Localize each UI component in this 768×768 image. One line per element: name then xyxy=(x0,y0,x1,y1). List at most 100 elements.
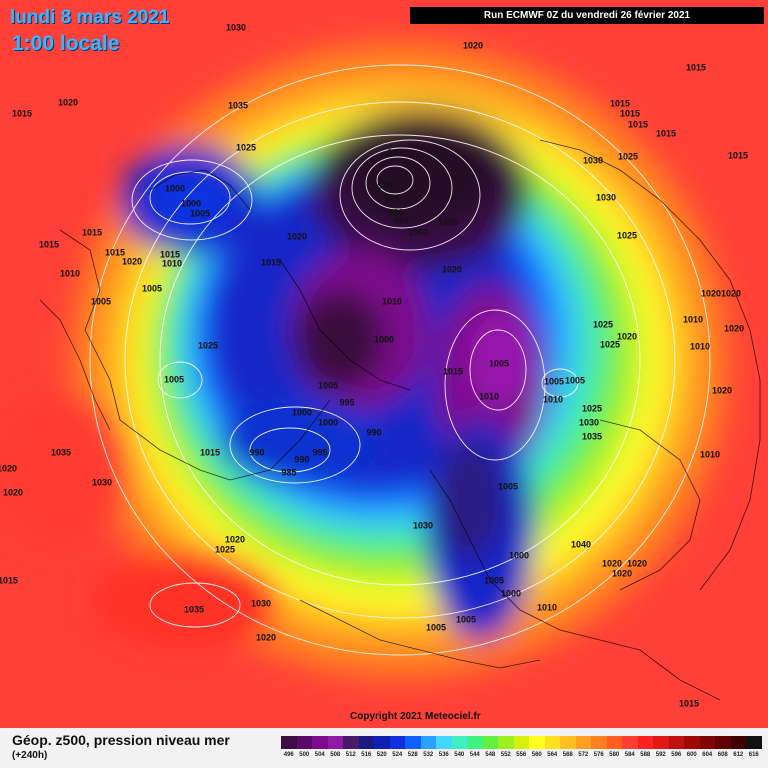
isobar-label: 1030 xyxy=(582,155,604,166)
legend-tick: 496 xyxy=(283,752,294,758)
legend-swatch xyxy=(591,736,607,749)
legend-swatch xyxy=(622,736,638,749)
isobar-label: 1020 xyxy=(462,40,484,51)
isobar-label: 1005 xyxy=(90,296,112,307)
isobar-label: 970 xyxy=(377,180,393,191)
isobar-label: 995 xyxy=(312,447,328,458)
legend-tick: 564 xyxy=(547,752,558,758)
isobar-label: 1025 xyxy=(617,151,639,162)
legend-swatch xyxy=(405,736,421,749)
legend-swatch xyxy=(296,736,312,749)
isobar-label: 1010 xyxy=(699,449,721,460)
isobar-label: 985 xyxy=(281,467,297,478)
legend-tick: 512 xyxy=(345,752,356,758)
isobar-label: 1005 xyxy=(141,283,163,294)
isobar-label: 1000 xyxy=(164,183,186,194)
isobar-label: 1025 xyxy=(197,340,219,351)
isobar-label: 1025 xyxy=(592,319,614,330)
isobar-label: 1015 xyxy=(609,98,631,109)
isobar-label: 990 xyxy=(388,207,404,218)
local-time: 1:00 locale xyxy=(12,32,120,55)
legend-tick: 548 xyxy=(485,752,496,758)
isobar-label: 1020 xyxy=(255,632,277,643)
isobar-label: 1000 xyxy=(291,407,313,418)
isobar-label: 1005 xyxy=(455,614,477,625)
legend-swatch xyxy=(358,736,374,749)
legend-tick: 532 xyxy=(423,752,434,758)
isobar-label: 1005 xyxy=(543,376,565,387)
isobar-label: 1015 xyxy=(655,128,677,139)
legend-tick: 568 xyxy=(562,752,573,758)
isobar-label: 1010 xyxy=(59,268,81,279)
isobar-label: 1015 xyxy=(199,447,221,458)
isobar-label: 1030 xyxy=(91,477,113,488)
isobar-label: 1000 xyxy=(317,417,339,428)
legend-tick: 612 xyxy=(733,752,744,758)
isobar-label: 1015 xyxy=(104,247,126,258)
legend-swatch xyxy=(467,736,483,749)
isobar-label: 1015 xyxy=(619,108,641,119)
legend-tick: 552 xyxy=(500,752,511,758)
isobar-label: 1005 xyxy=(437,217,459,228)
legend-swatch xyxy=(482,736,498,749)
legend-tick: 540 xyxy=(454,752,465,758)
isobar-label: 1030 xyxy=(412,520,434,531)
legend-swatch xyxy=(606,736,622,749)
legend-swatch xyxy=(312,736,328,749)
legend-tick: 556 xyxy=(516,752,527,758)
isobar-label: 1040 xyxy=(570,539,592,550)
copyright: Copyright 2021 Meteociel.fr xyxy=(350,711,481,722)
legend-tick: 580 xyxy=(609,752,620,758)
isobar-label: 1020 xyxy=(441,264,463,275)
legend-swatch xyxy=(436,736,452,749)
isobar-label: 1025 xyxy=(235,142,257,153)
weather-map xyxy=(0,0,768,728)
legend-swatch xyxy=(327,736,343,749)
isobar-label: 1015 xyxy=(727,150,749,161)
isobar-label: 1015 xyxy=(81,227,103,238)
isobar-label: 1000 xyxy=(407,227,429,238)
legend-swatch xyxy=(560,736,576,749)
legend-tick: 524 xyxy=(392,752,403,758)
legend-tick: 508 xyxy=(330,752,341,758)
legend-tick: 504 xyxy=(314,752,325,758)
legend-swatch xyxy=(668,736,684,749)
legend-swatch xyxy=(451,736,467,749)
legend-swatch xyxy=(715,736,731,749)
isobar-label: 1020 xyxy=(224,534,246,545)
legend-swatch xyxy=(281,736,297,749)
isobar-label: 1020 xyxy=(720,288,742,299)
legend-tick: 604 xyxy=(702,752,713,758)
isobar-label: 1020 xyxy=(611,568,633,579)
isobar-label: 1010 xyxy=(478,391,500,402)
isobar-label: 1000 xyxy=(180,198,202,209)
isobar-label: 1025 xyxy=(616,230,638,241)
isobar-label: 1015 xyxy=(0,575,19,586)
isobar-label: 1005 xyxy=(425,622,447,633)
legend-tick: 596 xyxy=(671,752,682,758)
legend-swatch xyxy=(498,736,514,749)
isobar-label: 1030 xyxy=(225,22,247,33)
legend-swatch xyxy=(529,736,545,749)
legend-tick: 500 xyxy=(299,752,310,758)
isobar-label: 1015 xyxy=(260,257,282,268)
isobar-label: 1010 xyxy=(682,314,704,325)
legend-swatch xyxy=(730,736,746,749)
isobar-label: 1010 xyxy=(542,394,564,405)
legend-swatch xyxy=(653,736,669,749)
legend-tick: 576 xyxy=(593,752,604,758)
isobar-label: 1005 xyxy=(317,380,339,391)
isobar-label: 1020 xyxy=(723,323,745,334)
legend-swatch xyxy=(699,736,715,749)
isobar-label: 1005 xyxy=(483,575,505,586)
map-title: Géop. z500, pression niveau mer xyxy=(12,732,230,748)
isobar-label: 1025 xyxy=(214,544,236,555)
isobar-label: 990 xyxy=(366,427,382,438)
legend-swatch xyxy=(544,736,560,749)
isobar-label: 1020 xyxy=(700,288,722,299)
legend-tick: 516 xyxy=(361,752,372,758)
isobar-label: 1020 xyxy=(626,558,648,569)
isobar-label: 1005 xyxy=(564,375,586,386)
isobar-label: 1015 xyxy=(678,698,700,709)
forecast-offset: (+240h) xyxy=(12,750,48,761)
